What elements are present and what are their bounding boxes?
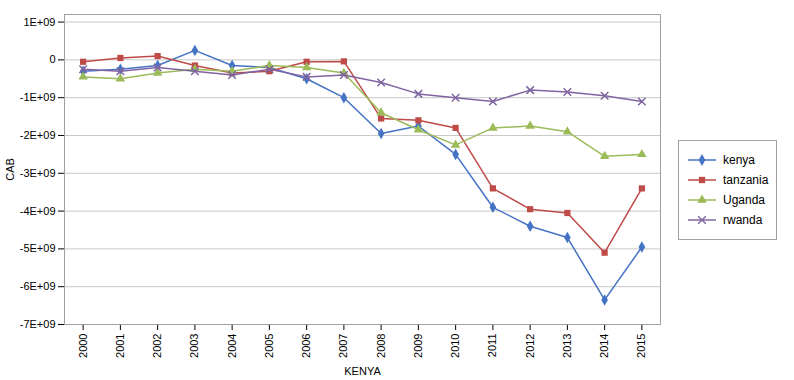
- svg-text:2002: 2002: [151, 334, 163, 358]
- svg-text:2000: 2000: [77, 334, 89, 358]
- svg-text:2003: 2003: [188, 334, 200, 358]
- svg-text:-2E+09: -2E+09: [20, 129, 56, 141]
- svg-text:2001: 2001: [114, 334, 126, 358]
- svg-text:2009: 2009: [412, 334, 424, 358]
- svg-text:KENYA: KENYA: [344, 365, 381, 377]
- html-text:Uganda: Uganda: [723, 193, 765, 207]
- svg-text:-3E+09: -3E+09: [20, 167, 56, 179]
- svg-text:0: 0: [49, 53, 55, 65]
- svg-text:2004: 2004: [226, 334, 238, 358]
- svg-text:2015: 2015: [635, 334, 647, 358]
- svg-text:CAB: CAB: [4, 158, 16, 181]
- html-text:rwanda: rwanda: [723, 213, 763, 227]
- svg-text:-4E+09: -4E+09: [20, 205, 56, 217]
- svg-text:2007: 2007: [337, 334, 349, 358]
- svg-text:-1E+09: -1E+09: [20, 91, 56, 103]
- svg-text:2012: 2012: [524, 334, 536, 358]
- svg-text:1E+09: 1E+09: [23, 16, 55, 28]
- svg-text:2011: 2011: [486, 334, 498, 358]
- svg-text:2013: 2013: [561, 334, 573, 358]
- svg-text:2005: 2005: [263, 334, 275, 358]
- svg-text:-7E+09: -7E+09: [20, 318, 56, 330]
- svg-text:2014: 2014: [598, 334, 610, 358]
- svg-text:-6E+09: -6E+09: [20, 280, 56, 292]
- svg-text:2006: 2006: [300, 334, 312, 358]
- html-text:kenya: kenya: [723, 153, 755, 167]
- html-text:tanzania: tanzania: [723, 173, 769, 187]
- svg-text:-5E+09: -5E+09: [20, 242, 56, 254]
- svg-text:2010: 2010: [449, 334, 461, 358]
- svg-text:2008: 2008: [375, 334, 387, 358]
